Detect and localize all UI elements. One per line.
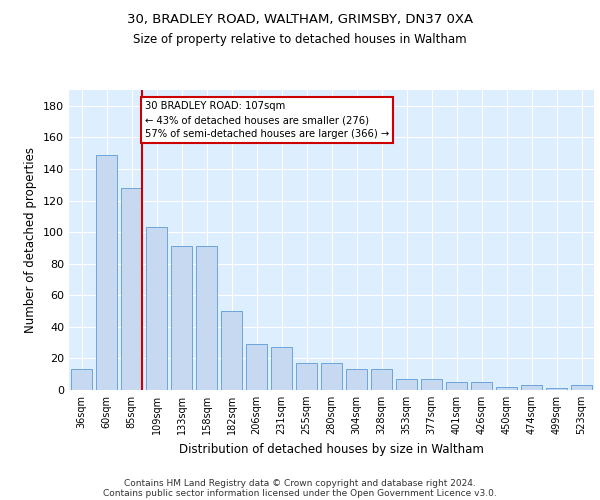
Bar <box>121 188 142 390</box>
Bar <box>321 363 342 390</box>
X-axis label: Distribution of detached houses by size in Waltham: Distribution of detached houses by size … <box>179 442 484 456</box>
Bar <box>371 370 392 390</box>
Text: Contains HM Land Registry data © Crown copyright and database right 2024.: Contains HM Land Registry data © Crown c… <box>124 478 476 488</box>
Bar <box>71 370 92 390</box>
Bar <box>96 154 117 390</box>
Bar <box>396 379 417 390</box>
Bar <box>346 370 367 390</box>
Bar <box>246 344 267 390</box>
Bar <box>221 311 242 390</box>
Bar <box>171 246 192 390</box>
Text: 30, BRADLEY ROAD, WALTHAM, GRIMSBY, DN37 0XA: 30, BRADLEY ROAD, WALTHAM, GRIMSBY, DN37… <box>127 12 473 26</box>
Bar <box>446 382 467 390</box>
Bar <box>421 379 442 390</box>
Y-axis label: Number of detached properties: Number of detached properties <box>25 147 37 333</box>
Bar <box>546 388 567 390</box>
Text: Contains public sector information licensed under the Open Government Licence v3: Contains public sector information licen… <box>103 488 497 498</box>
Bar <box>196 246 217 390</box>
Bar <box>296 363 317 390</box>
Bar <box>571 386 592 390</box>
Bar <box>496 387 517 390</box>
Text: Size of property relative to detached houses in Waltham: Size of property relative to detached ho… <box>133 32 467 46</box>
Bar <box>146 228 167 390</box>
Bar <box>521 386 542 390</box>
Text: 30 BRADLEY ROAD: 107sqm
← 43% of detached houses are smaller (276)
57% of semi-d: 30 BRADLEY ROAD: 107sqm ← 43% of detache… <box>145 101 389 139</box>
Bar <box>471 382 492 390</box>
Bar <box>271 348 292 390</box>
